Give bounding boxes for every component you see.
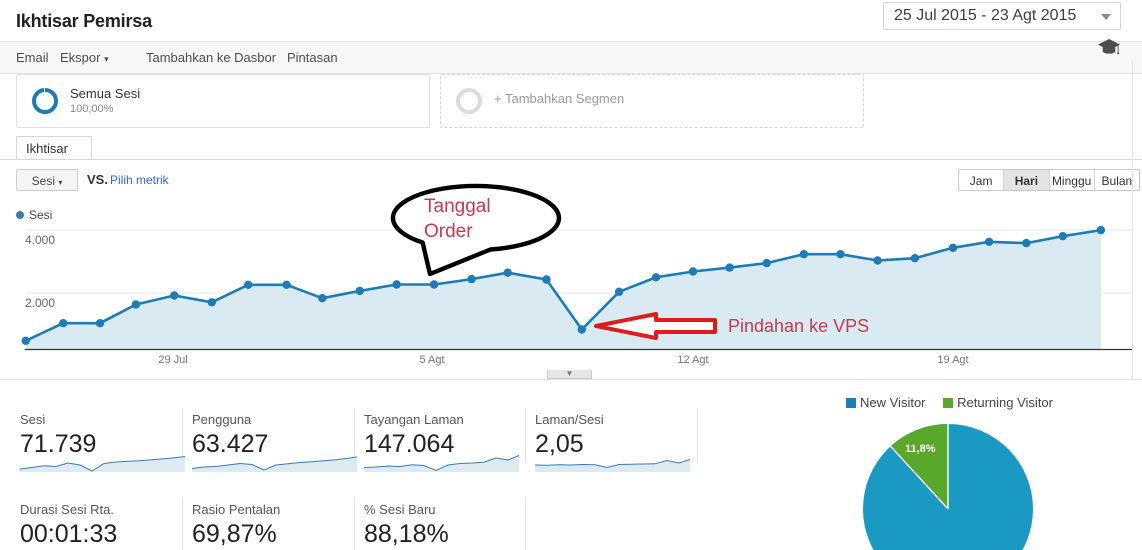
svg-text:11,8%: 11,8% xyxy=(905,443,936,455)
